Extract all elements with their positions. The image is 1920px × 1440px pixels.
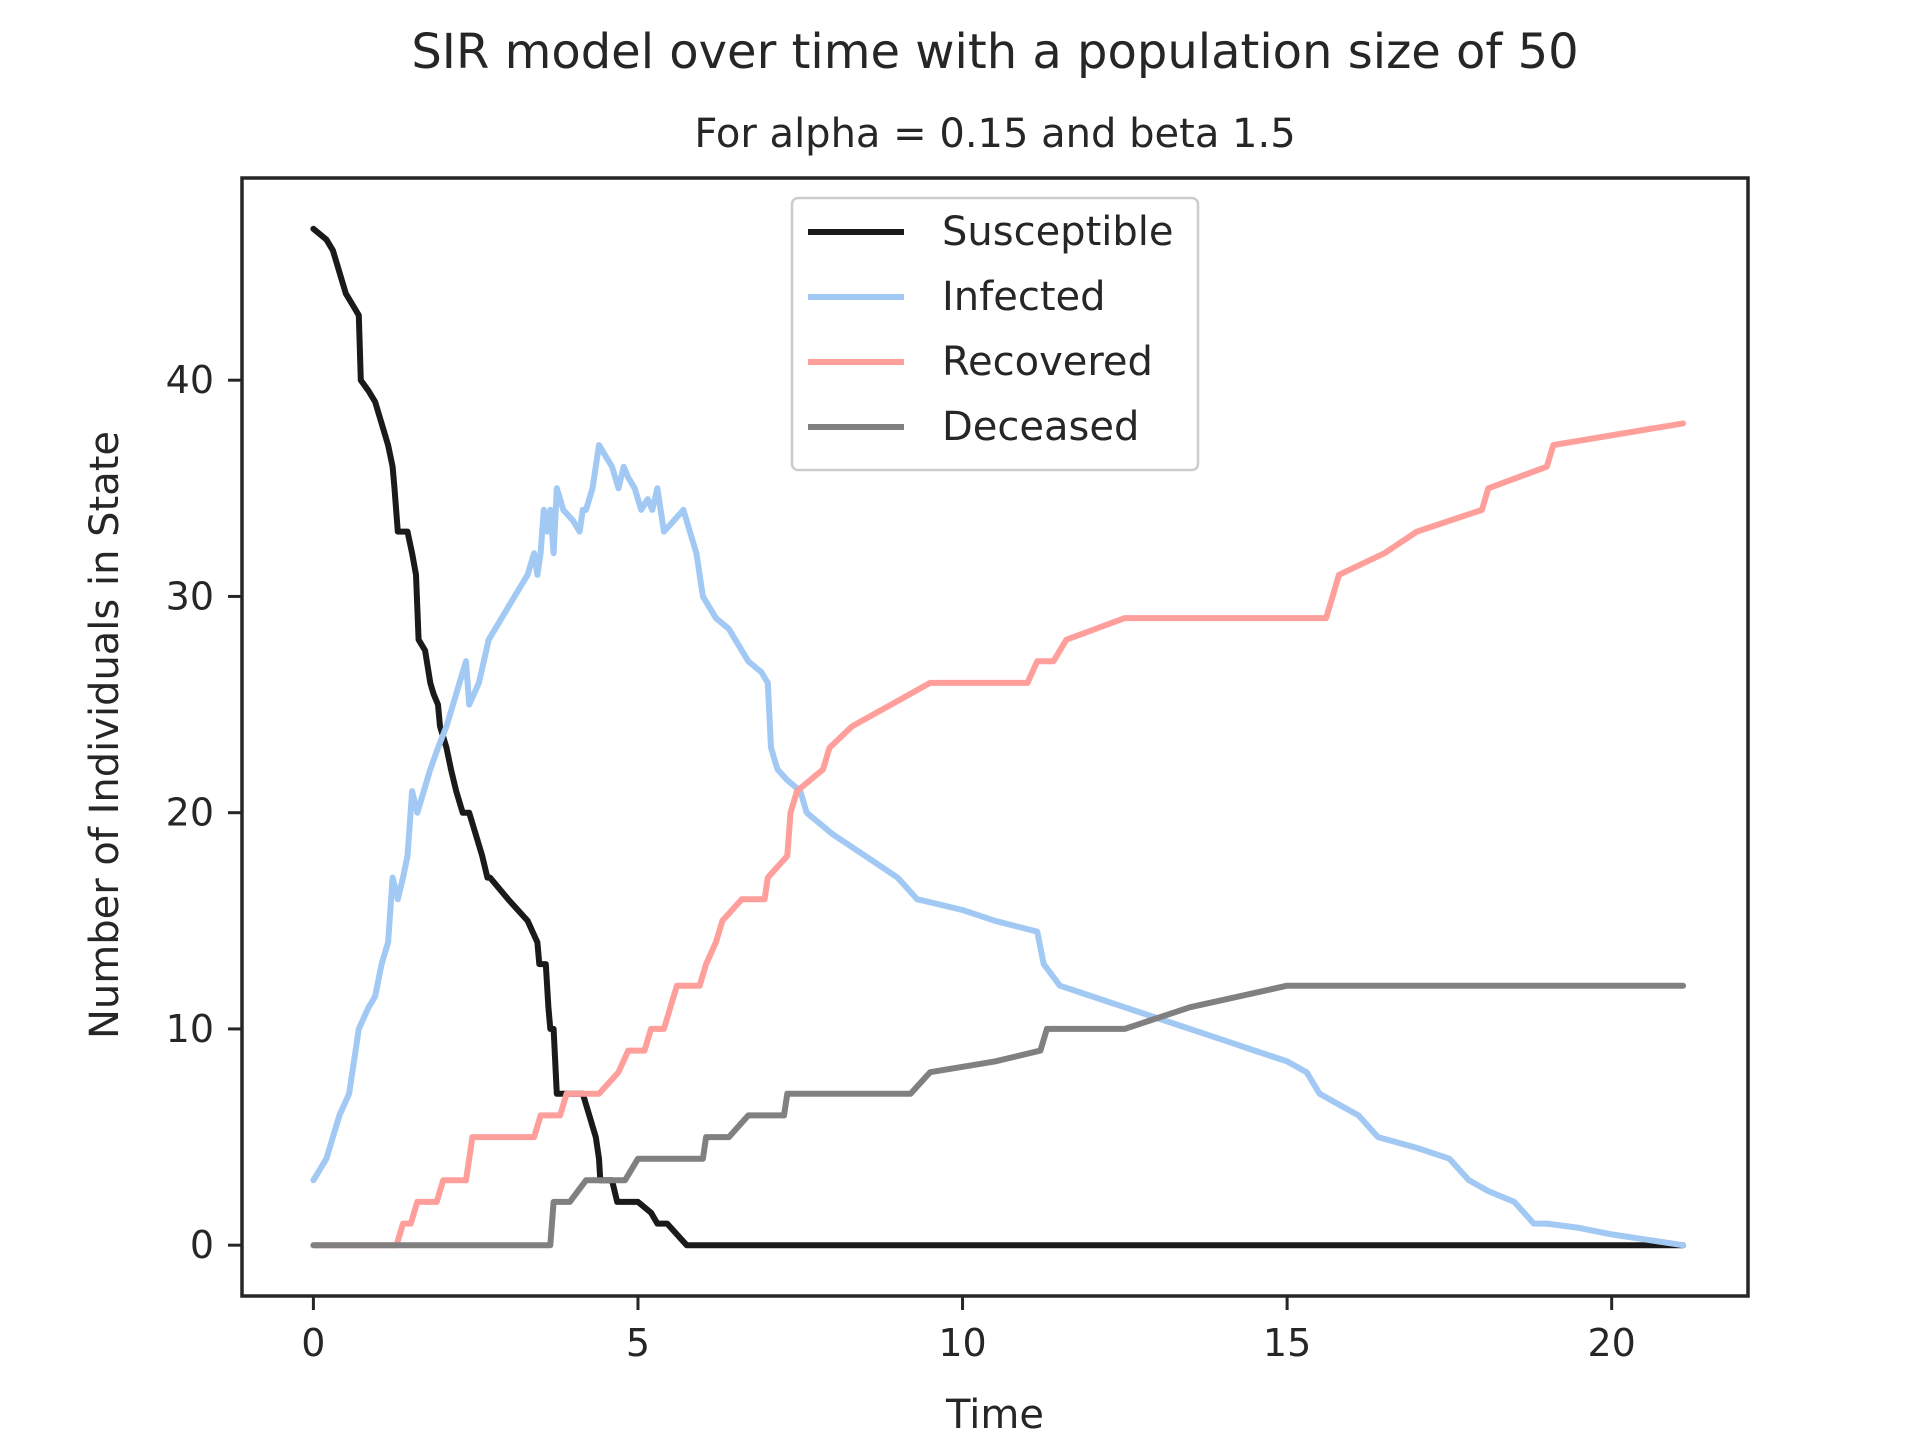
series-line-susceptible bbox=[310, 225, 1687, 1249]
x-tick-label: 5 bbox=[626, 1321, 650, 1365]
x-tick-label: 20 bbox=[1588, 1321, 1636, 1365]
series-line-infected bbox=[310, 442, 1687, 1249]
y-tick-label: 20 bbox=[166, 791, 214, 835]
x-tick-label: 10 bbox=[938, 1321, 986, 1365]
x-tick-label: 0 bbox=[301, 1321, 325, 1365]
y-tick-label: 40 bbox=[166, 358, 214, 402]
y-axis-label: Number of Individuals in State bbox=[82, 431, 128, 1039]
x-axis-ticks: 0 5 10 15 20 bbox=[301, 1296, 1636, 1365]
legend-label-recovered: Recovered bbox=[942, 339, 1153, 385]
chart-title: SIR model over time with a population si… bbox=[411, 24, 1578, 80]
legend-label-deceased: Deceased bbox=[942, 404, 1139, 450]
plot-area bbox=[310, 225, 1687, 1249]
y-tick-label: 30 bbox=[166, 574, 214, 618]
legend-box bbox=[790, 196, 1200, 472]
legend-label-infected: Infected bbox=[942, 274, 1106, 320]
series-line-deceased bbox=[310, 982, 1687, 1249]
chart-subtitle: For alpha = 0.15 and beta 1.5 bbox=[694, 111, 1295, 157]
legend: Susceptible Infected Recovered Deceased bbox=[790, 196, 1200, 472]
legend-label-susceptible: Susceptible bbox=[942, 209, 1173, 255]
x-tick-label: 15 bbox=[1263, 1321, 1311, 1365]
y-tick-label: 10 bbox=[166, 1007, 214, 1051]
series-line-recovered bbox=[310, 420, 1687, 1249]
plot-frame bbox=[240, 176, 1750, 1298]
y-axis-ticks: 0 10 20 30 40 bbox=[166, 358, 242, 1267]
y-tick-label: 0 bbox=[190, 1223, 214, 1267]
x-axis-label: Time bbox=[945, 1392, 1044, 1438]
